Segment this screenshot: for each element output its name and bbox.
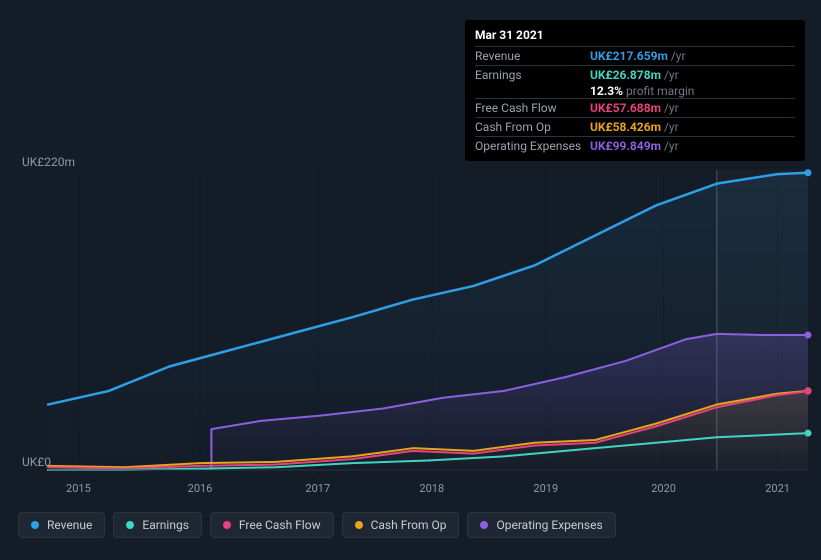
tooltip-date: Mar 31 2021 bbox=[475, 26, 795, 46]
tooltip-value: UK£217.659m/yr bbox=[590, 49, 686, 63]
legend-label: Revenue bbox=[47, 518, 92, 532]
tooltip-value: UK£58.426m/yr bbox=[590, 120, 679, 134]
legend-item[interactable]: Operating Expenses bbox=[467, 512, 615, 538]
x-tick-label: 2021 bbox=[765, 482, 790, 495]
legend-label: Earnings bbox=[142, 518, 189, 532]
legend-swatch-icon bbox=[31, 521, 39, 529]
area-chart bbox=[18, 170, 808, 480]
tooltip-row-revenue: Revenue UK£217.659m/yr bbox=[475, 46, 795, 65]
tooltip-label: Free Cash Flow bbox=[475, 101, 590, 115]
legend-swatch-icon bbox=[480, 521, 488, 529]
legend-item[interactable]: Cash From Op bbox=[342, 512, 460, 538]
tooltip-value: UK£26.878m/yr bbox=[590, 68, 679, 82]
tooltip-label: Operating Expenses bbox=[475, 139, 590, 153]
x-tick-label: 2015 bbox=[66, 482, 91, 495]
legend: Revenue Earnings Free Cash Flow Cash From O… bbox=[18, 512, 616, 538]
legend-swatch-icon bbox=[355, 521, 363, 529]
tooltip-row-cfo: Cash From Op UK£58.426m/yr bbox=[475, 117, 795, 136]
tooltip-label: Revenue bbox=[475, 49, 590, 63]
legend-item[interactable]: Revenue bbox=[18, 512, 105, 538]
tooltip-row-opex: Operating Expenses UK£99.849m/yr bbox=[475, 136, 795, 155]
tooltip-label: Earnings bbox=[475, 68, 590, 82]
legend-item[interactable]: Earnings bbox=[113, 512, 202, 538]
legend-label: Operating Expenses bbox=[496, 518, 602, 532]
tooltip-value: UK£99.849m/yr bbox=[590, 139, 679, 153]
tooltip-row-fcf: Free Cash Flow UK£57.688m/yr bbox=[475, 98, 795, 117]
x-tick-label: 2020 bbox=[651, 482, 676, 495]
tooltip-profit-margin: 12.3%profit margin bbox=[475, 84, 795, 98]
x-tick-label: 2016 bbox=[188, 482, 213, 495]
chart-tooltip: Mar 31 2021 Revenue UK£217.659m/yr Earni… bbox=[465, 20, 805, 161]
x-tick-label: 2017 bbox=[305, 482, 330, 495]
tooltip-value: UK£57.688m/yr bbox=[590, 101, 679, 115]
tooltip-row-earnings: Earnings UK£26.878m/yr bbox=[475, 65, 795, 84]
x-axis: 2015 2016 2017 2018 2019 2020 2021 bbox=[18, 482, 808, 502]
legend-swatch-icon bbox=[223, 521, 231, 529]
x-tick-label: 2019 bbox=[533, 482, 558, 495]
legend-swatch-icon bbox=[126, 521, 134, 529]
x-tick-label: 2018 bbox=[419, 482, 444, 495]
y-axis-label-max: UK£220m bbox=[22, 155, 75, 169]
legend-item[interactable]: Free Cash Flow bbox=[210, 512, 334, 538]
legend-label: Cash From Op bbox=[371, 518, 447, 532]
legend-label: Free Cash Flow bbox=[239, 518, 321, 532]
tooltip-label: Cash From Op bbox=[475, 120, 590, 134]
